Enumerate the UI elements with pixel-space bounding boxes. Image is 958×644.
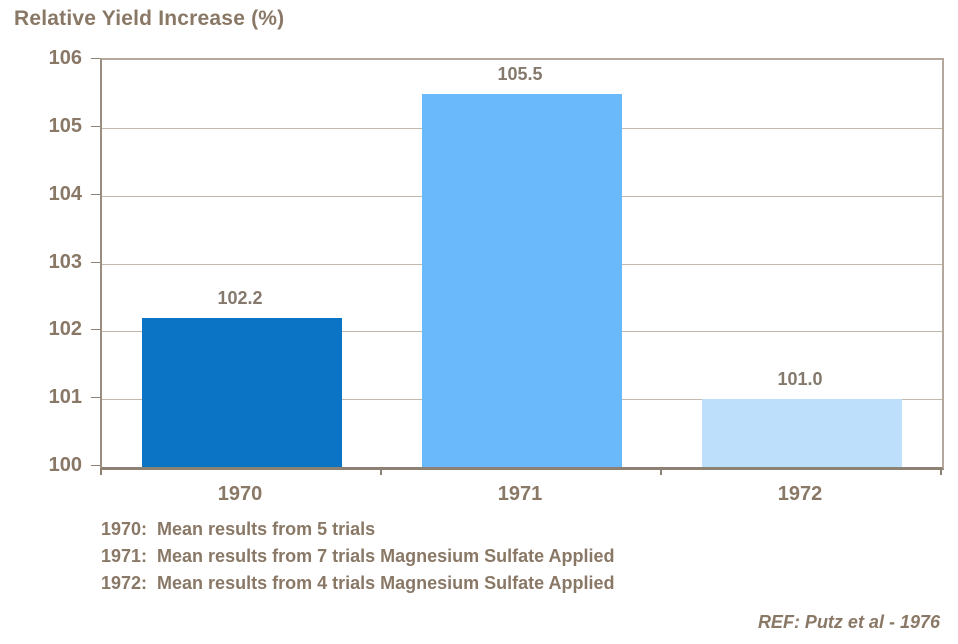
x-tick-boundary-2 [660,468,662,475]
y-axis-label-100: 100 [48,454,82,476]
y-tick-106 [91,58,100,59]
x-tick-boundary-1 [380,468,382,475]
y-axis-label-105: 105 [48,114,82,137]
bar-1970 [142,318,342,467]
y-axis-label-102: 102 [48,318,82,341]
y-tick-102 [91,329,100,331]
footnote-1971: 1971: Mean results from 7 trials Magnesi… [101,546,615,566]
x-tick-boundary-3 [940,468,942,475]
y-axis-label-103: 103 [48,250,82,273]
y-axis-label-104: 104 [48,182,82,205]
y-tick-103 [91,261,100,263]
y-axis-label-106: 106 [48,47,82,69]
reference-text: REF: Putz et al - 1976 [757,612,940,632]
y-tick-105 [91,125,100,127]
x-axis-label-1972: 1972 [777,483,823,505]
x-axis-label-1970: 1970 [217,483,263,505]
value-label-1971: 105.5 [497,63,543,84]
x-axis-label-1971: 1971 [497,483,543,505]
y-axis-label-101: 101 [48,386,82,409]
y-tick-104 [91,193,100,195]
footnote-1970: 1970: Mean results from 5 trials [101,519,376,539]
value-label-1972: 101.0 [777,369,823,390]
bar-1971 [422,94,622,467]
footnotes-block: 1970: Mean results from 5 trials 1971: M… [101,516,614,597]
footnote-1972: 1972: Mean results from 4 trials Magnesi… [101,573,615,593]
x-tick-boundary-0 [100,468,102,475]
plot-area [100,58,944,470]
y-tick-100 [91,465,100,466]
bar-1972 [702,399,902,467]
y-tick-101 [91,397,100,399]
chart-title: Relative Yield Increase (%) [14,7,285,30]
value-label-1970: 102.2 [217,287,263,308]
